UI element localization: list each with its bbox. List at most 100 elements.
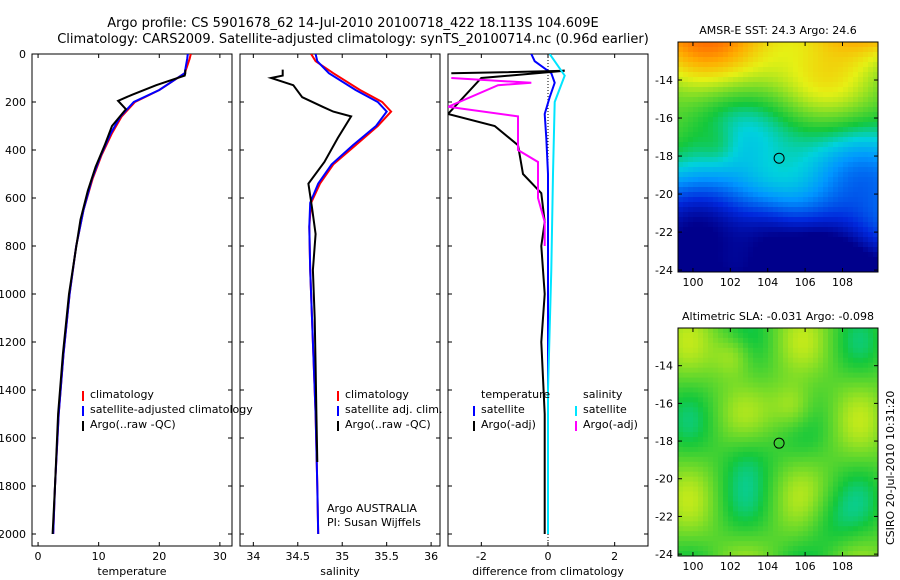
- map-cell: [738, 541, 744, 547]
- map-cell: [823, 102, 829, 108]
- map-cell: [838, 446, 844, 453]
- map-cell: [833, 536, 839, 542]
- map-cell: [683, 357, 689, 364]
- map-cell: [783, 112, 789, 118]
- map-cell: [803, 546, 809, 552]
- map-cell: [823, 117, 829, 123]
- map-cell: [828, 456, 834, 463]
- map-cell: [713, 122, 719, 128]
- map-cell: [753, 382, 759, 388]
- map-cell: [703, 252, 709, 258]
- map-cell: [688, 456, 694, 463]
- map-cell: [718, 122, 724, 128]
- map-cell: [678, 422, 684, 428]
- map-cell: [753, 437, 759, 443]
- map-cell: [743, 347, 749, 354]
- map-cell: [773, 432, 779, 438]
- map-cell: [873, 526, 879, 532]
- map-cell: [823, 82, 829, 88]
- map-cell: [808, 197, 814, 203]
- map-cell: [833, 347, 839, 354]
- map-cell: [683, 212, 689, 218]
- map-cell: [748, 466, 754, 473]
- map-cell: [693, 407, 699, 413]
- map-cell: [838, 456, 844, 463]
- map-cell: [823, 332, 829, 339]
- map-cell: [733, 328, 739, 334]
- map-cell: [838, 202, 844, 208]
- map-cell: [738, 427, 744, 433]
- map-cell: [738, 476, 744, 483]
- map-cell: [708, 471, 714, 478]
- map-cell: [763, 328, 769, 334]
- map-cell: [753, 57, 759, 63]
- map-cell: [713, 362, 719, 369]
- map-cell: [813, 262, 819, 268]
- map-cell: [703, 97, 709, 103]
- map-cell: [843, 217, 849, 223]
- map-cell: [848, 491, 854, 498]
- map-cell: [808, 526, 814, 532]
- map-cell: [738, 347, 744, 354]
- map-cell: [683, 442, 689, 448]
- map-cell: [843, 72, 849, 78]
- map-cell: [838, 117, 844, 123]
- map-cell: [683, 511, 689, 517]
- map-cell: [783, 217, 789, 223]
- map-cell: [863, 142, 869, 148]
- map-cell: [858, 491, 864, 498]
- map-cell: [778, 192, 784, 198]
- map-cell: [788, 107, 794, 113]
- map-cell: [773, 342, 779, 349]
- map-cell: [853, 152, 859, 158]
- map-cell: [833, 377, 839, 384]
- map-cell: [683, 328, 689, 334]
- map-cell: [763, 446, 769, 453]
- map-cell: [738, 511, 744, 517]
- map-cell: [748, 227, 754, 233]
- map-cell: [833, 267, 839, 273]
- map-cell: [693, 147, 699, 153]
- map-cell: [783, 92, 789, 98]
- map-cell: [873, 207, 879, 213]
- map-cell: [838, 67, 844, 73]
- map-cell: [843, 107, 849, 113]
- map-cell: [723, 332, 729, 339]
- map-cell: [763, 222, 769, 228]
- map-cell: [783, 516, 789, 522]
- map-cell: [753, 222, 759, 228]
- map-cell: [683, 217, 689, 223]
- map-cell: [753, 526, 759, 532]
- map-cell: [873, 197, 879, 203]
- map-cell: [678, 202, 684, 208]
- map-cell: [828, 407, 834, 413]
- map-cell: [688, 521, 694, 527]
- map-cell: [843, 262, 849, 268]
- map-cell: [753, 42, 759, 48]
- map-cell: [733, 257, 739, 263]
- map-cell: [688, 157, 694, 163]
- map-cell: [873, 446, 879, 453]
- map-cell: [788, 132, 794, 138]
- map-cell: [678, 481, 684, 488]
- map-cell: [853, 531, 859, 537]
- map-cell: [738, 177, 744, 183]
- map-cell: [748, 142, 754, 148]
- map-cell: [868, 328, 874, 334]
- map-cell: [853, 352, 859, 359]
- map-cell: [843, 182, 849, 188]
- map-cell: [838, 82, 844, 88]
- map-cell: [743, 486, 749, 493]
- map-cell: [733, 222, 739, 228]
- series-salinity-satellite: [547, 54, 566, 534]
- map-cell: [833, 77, 839, 83]
- map-cell: [873, 102, 879, 108]
- map-cell: [848, 227, 854, 233]
- map-cell: [833, 227, 839, 233]
- map-cell: [813, 167, 819, 173]
- map-cell: [768, 252, 774, 258]
- map-cell: [708, 541, 714, 547]
- map-cell: [693, 242, 699, 248]
- map-cell: [723, 162, 729, 168]
- map-cell: [823, 347, 829, 354]
